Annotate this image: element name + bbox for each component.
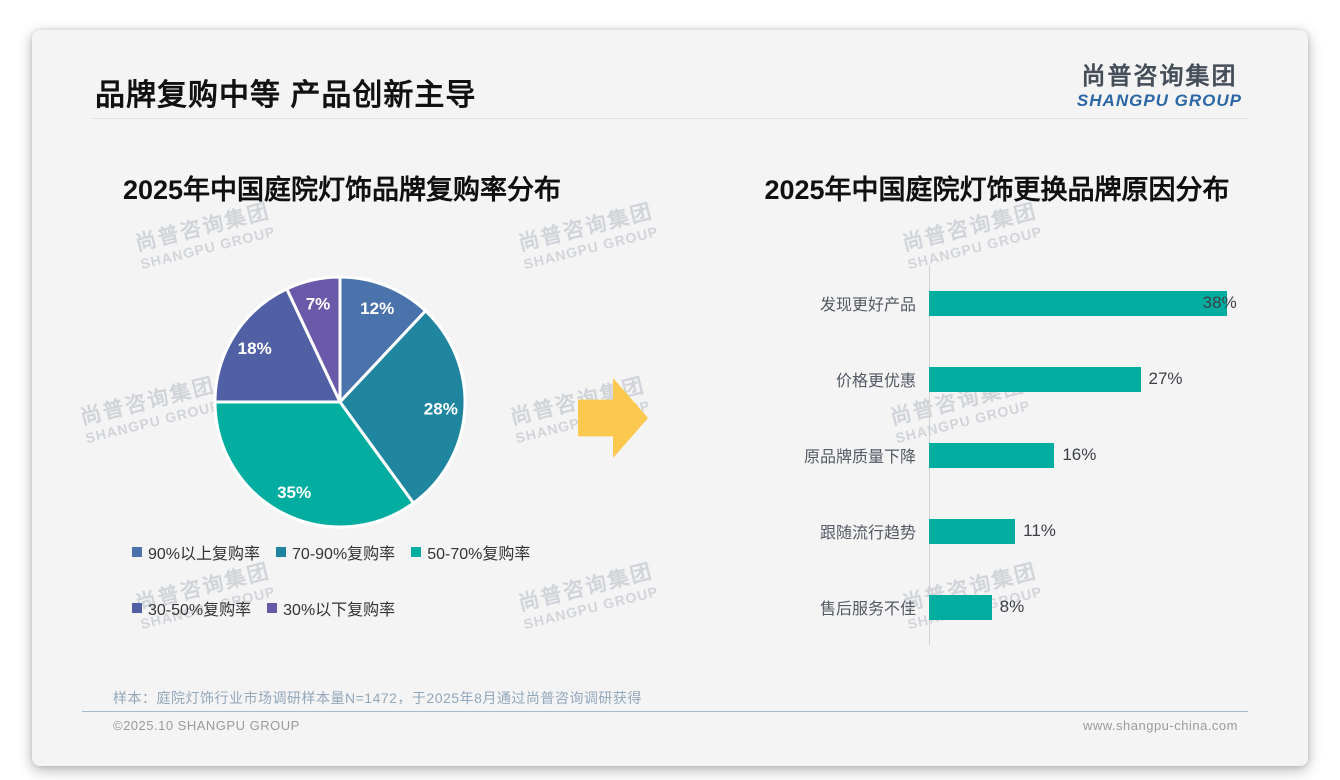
bar-category-label: 售后服务不佳 <box>819 601 916 618</box>
legend-label: 50-70%复购率 <box>427 546 531 563</box>
bar <box>929 442 1055 468</box>
bar-track: 11% <box>929 518 1258 544</box>
bar-track: 38% <box>929 290 1258 316</box>
bar-row: 售后服务不佳 8% <box>732 569 1258 645</box>
legend-swatch <box>132 603 142 613</box>
legend-label: 30%以下复购率 <box>283 602 396 619</box>
legend-item: 30%以下复购率 <box>267 596 395 620</box>
pie-slice <box>213 287 342 404</box>
footer-divider <box>82 711 1248 712</box>
pie-slice-label: 12% <box>360 299 394 318</box>
legend-label: 90%以上复购率 <box>148 546 261 563</box>
legend-swatch <box>267 603 278 613</box>
bar-track: 16% <box>929 442 1258 468</box>
bar-category-label: 价格更优惠 <box>835 373 916 390</box>
bar-track: 8% <box>929 594 1258 620</box>
legend-label: 70-90%复购率 <box>292 546 396 563</box>
pie-legend: 90%以上复购率 70-90%复购率 50-70%复购率 30-50%复购率 30%以下… <box>132 540 592 620</box>
pie-chart-title: 2025年中国庭院灯饰品牌复购率分布 <box>122 175 562 205</box>
pie-slice-label: 18% <box>238 339 272 358</box>
pie-slice-label: 7% <box>306 294 331 313</box>
website-text: www.shangpu-china.com <box>1082 718 1238 733</box>
bar-value-label: 16% <box>1062 445 1097 464</box>
bar <box>929 594 992 620</box>
bar-chart: 发现更好产品 38% 价格更优惠 27% 原品牌质量下降 16% 跟随流行趋势 11% 售后服务… <box>732 265 1258 645</box>
bar-value-label: 11% <box>1023 521 1056 540</box>
bar-row: 价格更优惠 27% <box>732 341 1258 417</box>
bar-row: 发现更好产品 38% <box>732 265 1258 341</box>
bar-track: 27% <box>929 366 1258 392</box>
legend-label: 30-50%复购率 <box>148 602 252 619</box>
legend-item: 50-70%复购率 <box>411 540 530 564</box>
bar-category-label: 跟随流行趋势 <box>819 525 916 542</box>
copyright-text: ©2025.10 SHANGPU GROUP <box>113 718 300 733</box>
transition-arrow-icon <box>578 378 648 458</box>
pie-slice-label: 28% <box>424 399 458 418</box>
bar-row: 跟随流行趋势 11% <box>732 493 1258 569</box>
bar-chart-title: 2025年中国庭院灯饰更换品牌原因分布 <box>764 175 1230 205</box>
pie-slice <box>213 400 415 529</box>
bar-category-label: 发现更好产品 <box>819 297 916 314</box>
pie-slice <box>285 275 342 404</box>
logo-english-text: SHANGPU GROUP <box>1076 91 1242 110</box>
logo-chinese-text: 尚普咨询集团 <box>1081 63 1238 90</box>
page-title: 品牌复购中等 产品创新主导 <box>95 79 477 112</box>
slide-card: 尚普咨询集团 SHANGPU GROUP 尚普咨询集团 SHANGPU GROUP 尚普… <box>32 30 1308 766</box>
bar-value-label: 8% <box>999 597 1025 616</box>
bar <box>929 518 1016 544</box>
pie-slice <box>338 275 428 404</box>
bar-chart-rows: 发现更好产品 38% 价格更优惠 27% 原品牌质量下降 16% 跟随流行趋势 11% 售后服务… <box>732 265 1258 645</box>
legend-swatch <box>411 547 422 557</box>
legend-swatch <box>132 547 142 557</box>
legend-swatch <box>276 547 287 557</box>
sample-note: 样本：庭院灯饰行业市场调研样本量N=1472，于2025年8月通过尚普咨询调研获… <box>113 690 642 706</box>
legend-item: 30-50%复购率 <box>132 596 251 620</box>
bar-value-label: 27% <box>1148 369 1183 388</box>
bar-row: 原品牌质量下降 16% <box>732 417 1258 493</box>
bar-value-label: 38% <box>1202 293 1237 312</box>
company-logo: 尚普咨询集团 SHANGPU GROUP <box>1077 56 1242 111</box>
legend-item: 70-90%复购率 <box>276 540 395 564</box>
legend-item: 90%以上复购率 <box>132 540 260 564</box>
pie-slice-label: 35% <box>277 483 311 502</box>
bar <box>929 366 1141 392</box>
bar <box>929 290 1227 316</box>
bar-category-label: 原品牌质量下降 <box>803 449 916 466</box>
pie-slice <box>338 309 467 505</box>
pie-chart: 12% 28% 35% 18% 7% <box>213 275 467 529</box>
header-divider <box>92 118 1248 119</box>
